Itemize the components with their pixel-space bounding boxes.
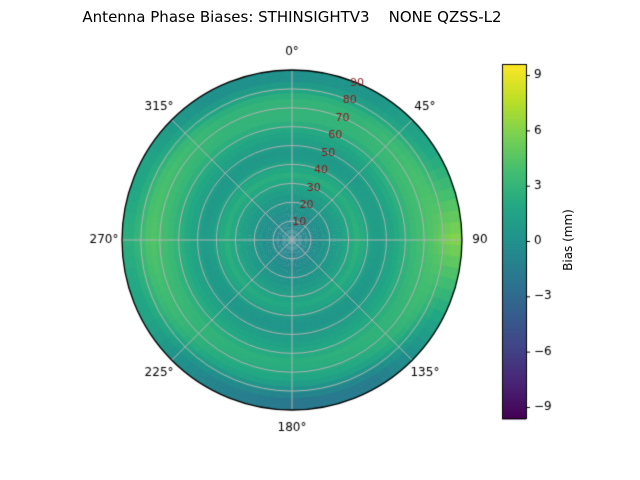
chart-title: Antenna Phase Biases: STHINSIGHTV3 NONE … xyxy=(82,8,502,26)
colorbar-axis-label: Bias (mm) xyxy=(561,209,575,271)
